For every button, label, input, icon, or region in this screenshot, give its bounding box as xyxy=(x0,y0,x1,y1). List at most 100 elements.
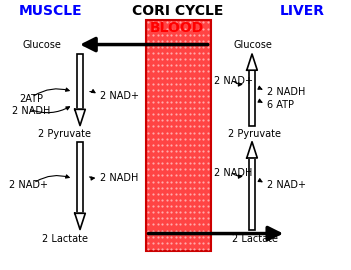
Point xyxy=(155,82,160,86)
Point xyxy=(196,155,201,159)
Point xyxy=(178,69,183,73)
Point xyxy=(187,82,192,86)
Point xyxy=(155,204,160,208)
Point xyxy=(178,173,183,178)
Point xyxy=(191,124,197,129)
Point xyxy=(155,228,160,233)
Point xyxy=(173,192,179,196)
Point xyxy=(196,130,201,135)
Point xyxy=(196,45,201,49)
Point xyxy=(164,112,170,116)
Point xyxy=(159,69,165,73)
Point xyxy=(200,39,206,43)
Point xyxy=(205,143,211,147)
Point xyxy=(168,143,174,147)
Point xyxy=(178,241,183,245)
Text: 2 NADH: 2 NADH xyxy=(12,106,51,116)
Point xyxy=(182,235,188,239)
Point xyxy=(164,210,170,214)
Point xyxy=(150,137,156,141)
Text: CORI CYCLE: CORI CYCLE xyxy=(132,4,223,18)
Point xyxy=(205,124,211,129)
Point xyxy=(155,130,160,135)
Point xyxy=(200,161,206,166)
Point xyxy=(164,235,170,239)
Point xyxy=(173,106,179,110)
Point xyxy=(150,173,156,178)
Point xyxy=(187,45,192,49)
Text: 2 Pyruvate: 2 Pyruvate xyxy=(39,129,91,139)
Point xyxy=(164,130,170,135)
Text: BLOOD: BLOOD xyxy=(150,21,204,35)
Point xyxy=(146,180,151,184)
Point xyxy=(191,75,197,80)
Point xyxy=(191,161,197,166)
Point xyxy=(187,155,192,159)
Point xyxy=(187,198,192,202)
Point xyxy=(146,112,151,116)
Point xyxy=(150,241,156,245)
Point xyxy=(178,57,183,61)
Bar xyxy=(249,158,255,230)
Point xyxy=(155,198,160,202)
Point xyxy=(146,149,151,153)
Point xyxy=(200,57,206,61)
Text: Glucose: Glucose xyxy=(22,39,61,50)
Point xyxy=(182,51,188,55)
Point xyxy=(178,87,183,92)
Point xyxy=(196,216,201,221)
Point xyxy=(191,82,197,86)
Point xyxy=(150,149,156,153)
Point xyxy=(200,20,206,25)
Point xyxy=(191,100,197,104)
Point xyxy=(178,222,183,227)
Text: 2 NAD+: 2 NAD+ xyxy=(9,180,48,190)
Point xyxy=(173,57,179,61)
Point xyxy=(164,87,170,92)
Point xyxy=(155,192,160,196)
Point xyxy=(168,235,174,239)
Point xyxy=(200,204,206,208)
Point xyxy=(173,155,179,159)
Point xyxy=(182,210,188,214)
Point xyxy=(205,118,211,123)
Bar xyxy=(77,54,83,109)
Point xyxy=(155,137,160,141)
Point xyxy=(159,149,165,153)
Point xyxy=(146,185,151,190)
Point xyxy=(191,45,197,49)
Point xyxy=(191,247,197,251)
Point xyxy=(164,45,170,49)
Point xyxy=(146,51,151,55)
Text: Glucose: Glucose xyxy=(233,39,272,50)
Point xyxy=(187,100,192,104)
Point xyxy=(182,149,188,153)
Point xyxy=(173,149,179,153)
Point xyxy=(155,143,160,147)
Point xyxy=(155,210,160,214)
Text: 2 Pyruvate: 2 Pyruvate xyxy=(228,129,281,139)
Point xyxy=(205,51,211,55)
Text: MUSCLE: MUSCLE xyxy=(19,4,83,18)
Point xyxy=(164,124,170,129)
Point xyxy=(168,20,174,25)
Point xyxy=(146,26,151,31)
Point xyxy=(182,106,188,110)
Point xyxy=(191,228,197,233)
Point xyxy=(168,173,174,178)
Point xyxy=(168,216,174,221)
Point xyxy=(178,198,183,202)
Text: 2 NAD+: 2 NAD+ xyxy=(100,91,139,101)
Point xyxy=(205,167,211,171)
Point xyxy=(191,118,197,123)
Point xyxy=(182,75,188,80)
Point xyxy=(168,185,174,190)
Point xyxy=(187,210,192,214)
Point xyxy=(182,192,188,196)
Point xyxy=(205,57,211,61)
Point xyxy=(178,39,183,43)
Text: 2 NAD+: 2 NAD+ xyxy=(267,180,306,190)
Point xyxy=(178,216,183,221)
Point xyxy=(182,94,188,98)
Point xyxy=(200,45,206,49)
